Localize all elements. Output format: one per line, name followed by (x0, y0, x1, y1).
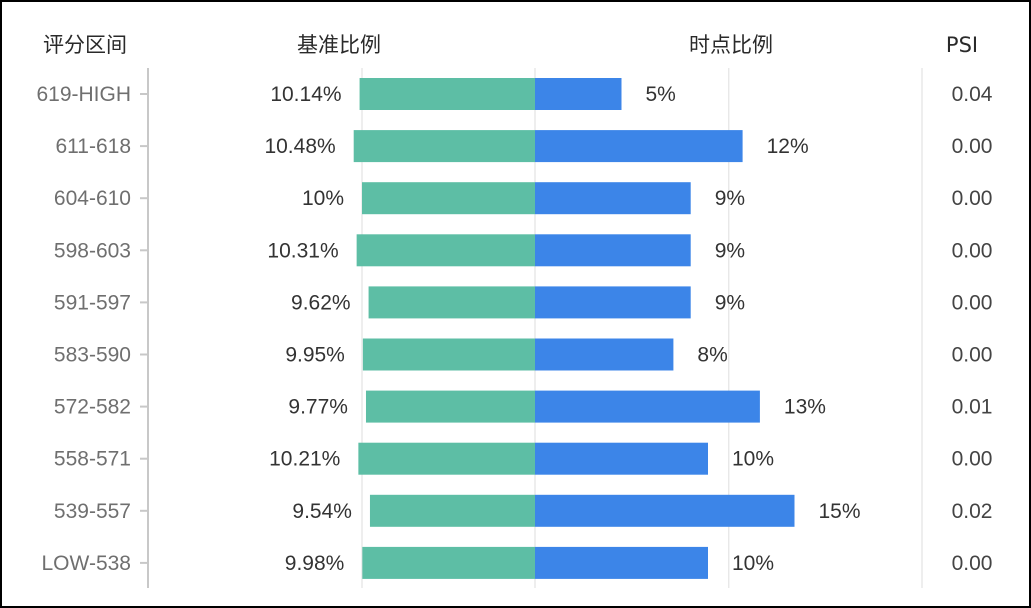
category-label: 558-571 (54, 448, 131, 471)
base-ratio-label: 9.98% (285, 552, 345, 575)
category-label: 583-590 (54, 344, 131, 367)
base-ratio-bar (369, 494, 535, 527)
category-label: 591-597 (54, 291, 131, 314)
base-ratio-label: 9.62% (291, 291, 351, 314)
psi-value: 0.00 (952, 291, 993, 314)
psi-value: 0.02 (952, 500, 993, 523)
current-ratio-bar (535, 286, 691, 319)
base-ratio-bar (362, 338, 535, 371)
current-ratio-label: 10% (732, 552, 774, 575)
base-ratio-bar (353, 130, 535, 163)
current-ratio-bar (535, 494, 795, 527)
category-label: 539-557 (54, 500, 131, 523)
category-label: 598-603 (54, 239, 131, 262)
current-ratio-bar (535, 234, 691, 267)
current-ratio-bar (535, 182, 691, 215)
base-ratio-bar (365, 390, 535, 423)
current-ratio-bar (535, 338, 674, 371)
base-ratio-bar (362, 182, 535, 215)
base-ratio-label: 10.48% (264, 135, 335, 158)
base-ratio-bar (356, 234, 535, 267)
psi-value: 0.04 (952, 83, 993, 106)
current-ratio-label: 8% (697, 344, 727, 367)
data-labels: 10.14% 5% 0.04 10.48% 12% 0.00 10% 9% 0.00 10.31%… (264, 83, 992, 575)
header-psi: PSI (946, 33, 978, 57)
current-ratio-label: 9% (715, 187, 745, 210)
base-ratio-label: 10% (302, 187, 344, 210)
category-label: 604-610 (54, 187, 131, 210)
current-ratio-label: 9% (715, 239, 745, 262)
current-ratio-label: 5% (646, 83, 676, 106)
psi-value: 0.00 (952, 448, 993, 471)
base-ratio-label: 9.95% (285, 344, 345, 367)
current-ratio-label: 13% (784, 396, 826, 419)
current-ratio-bar (535, 390, 760, 423)
bar-marks (353, 78, 795, 579)
psi-value: 0.00 (952, 344, 993, 367)
psi-value: 0.00 (952, 552, 993, 575)
category-axis: 619-HIGH 611-618 604-610 598-603 591-597 583-… (36, 68, 149, 588)
current-ratio-bar (535, 78, 622, 110)
base-ratio-label: 9.54% (292, 500, 352, 523)
base-ratio-bar (359, 78, 535, 110)
current-ratio-bar (535, 442, 708, 475)
current-ratio-bar (535, 130, 743, 163)
psi-value: 0.00 (952, 239, 993, 262)
base-ratio-bar (362, 546, 535, 579)
psi-value: 0.00 (952, 135, 993, 158)
current-ratio-label: 12% (767, 135, 809, 158)
current-ratio-label: 15% (819, 500, 861, 523)
header-category: 评分区间 (43, 33, 127, 57)
base-ratio-label: 10.14% (270, 83, 341, 106)
base-ratio-label: 10.21% (269, 448, 340, 471)
category-label: 611-618 (55, 135, 131, 158)
base-ratio-label: 10.31% (267, 239, 338, 262)
base-ratio-bar (368, 286, 535, 319)
base-ratio-bar (358, 442, 535, 475)
category-label: 572-582 (54, 396, 131, 419)
category-label: 619-HIGH (36, 83, 131, 106)
current-ratio-label: 10% (732, 448, 774, 471)
current-ratio-bar (535, 546, 708, 579)
header-base-ratio: 基准比例 (297, 33, 381, 57)
current-ratio-label: 9% (715, 291, 745, 314)
header-current-ratio: 时点比例 (689, 33, 773, 57)
psi-value: 0.01 (952, 396, 993, 419)
psi-value: 0.00 (952, 187, 993, 210)
base-ratio-label: 9.77% (288, 396, 348, 419)
category-label: LOW-538 (42, 552, 132, 575)
